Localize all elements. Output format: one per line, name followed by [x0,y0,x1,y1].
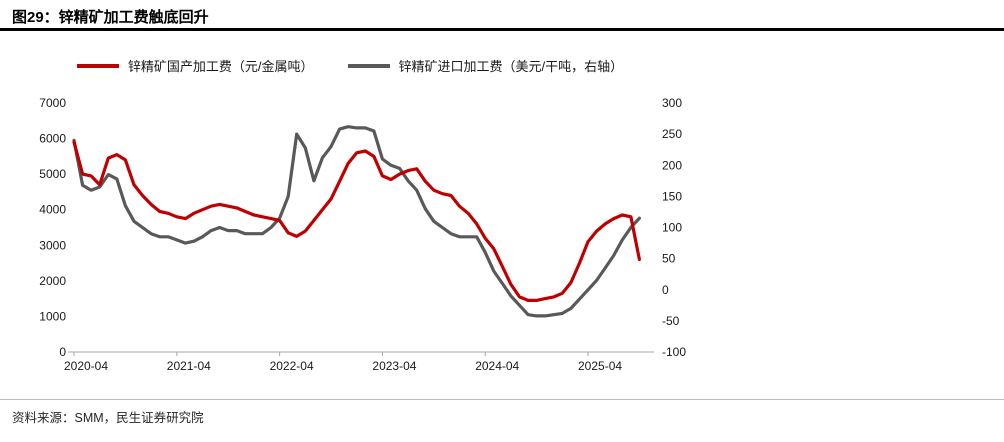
left-axis-tick-label: 6000 [39,132,66,146]
left-axis-tick-label: 5000 [39,167,66,181]
x-axis-tick-label: 2024-04 [475,359,519,373]
left-axis-tick-label: 0 [59,345,66,359]
right-axis-tick-label: 50 [662,252,676,266]
import-fee-line [72,125,642,318]
source-note: 资料来源：SMM，民生证券研究院 [12,411,204,425]
x-axis-tick-label: 2023-04 [372,359,416,373]
legend-label-domestic: 锌精矿国产加工费（元/金属吨） [127,59,314,74]
gray-line-swatch [347,63,390,68]
right-axis-tick-label: 300 [662,96,682,110]
footer-divider [0,399,1004,400]
right-axis-tick-label: 100 [662,221,682,235]
red-line-swatch [76,63,119,68]
x-axis-tick-label: 2020-04 [64,359,108,373]
x-axis-tick-label: 2025-04 [578,359,622,373]
left-axis-tick-label: 7000 [39,96,66,110]
x-axis-tick-label: 2021-04 [167,359,211,373]
legend-item-import: 锌精矿进口加工费（美元/干吨，右轴） [347,56,624,75]
left-axis-tick-label: 1000 [39,309,66,323]
right-axis-tick-label: 0 [662,283,669,297]
legend-label-import: 锌精矿进口加工费（美元/干吨，右轴） [398,59,624,74]
left-axis-tick-label: 4000 [39,203,66,217]
right-axis-tick-label: 250 [662,127,682,141]
title-divider [0,28,1004,31]
right-axis-tick-label: -50 [662,314,680,328]
right-axis-tick-label: -100 [662,345,686,359]
figure-title: 图29：锌精矿加工费触底回升 [12,9,209,26]
right-axis-tick-label: 150 [662,189,682,203]
left-axis-tick-label: 3000 [39,238,66,252]
domestic-fee-line [72,140,642,302]
legend-item-domestic: 锌精矿国产加工费（元/金属吨） [76,56,314,75]
x-axis-tick-label: 2022-04 [270,359,314,373]
chart-canvas: 0 1000 2000 3000 4000 5000 6000 7000 -100 -50 0 50 1… [39,96,686,373]
left-axis-tick-label: 2000 [39,274,66,288]
right-axis-tick-label: 200 [662,158,682,172]
chart-legend: 锌精矿国产加工费（元/金属吨） 锌精矿进口加工费（美元/干吨，右轴） [0,56,700,75]
